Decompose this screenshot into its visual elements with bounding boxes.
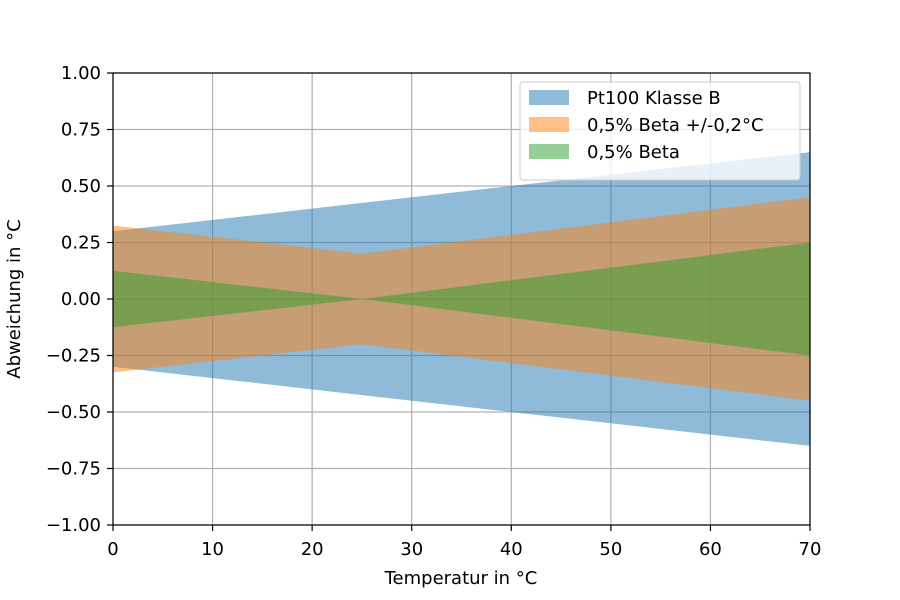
band-series-2 bbox=[113, 242, 810, 356]
legend-label-0: Pt100 Klasse B bbox=[587, 88, 721, 109]
x-axis: 0 10 20 30 40 50 60 70 bbox=[107, 525, 821, 560]
x-tick-label: 20 bbox=[301, 539, 324, 560]
legend-label-2: 0,5% Beta bbox=[587, 142, 680, 163]
y-axis-label: Abweichung in °C bbox=[4, 219, 25, 379]
y-tick-label: 0.25 bbox=[61, 233, 101, 254]
legend-swatch-2 bbox=[529, 144, 569, 159]
legend-swatch-1 bbox=[529, 117, 569, 132]
x-axis-label: Temperatur in °C bbox=[384, 568, 538, 589]
x-tick-label: 70 bbox=[799, 539, 822, 560]
x-tick-label: 30 bbox=[400, 539, 423, 560]
y-tick-label: −0.50 bbox=[46, 402, 101, 423]
y-tick-label: −0.25 bbox=[46, 346, 101, 367]
x-tick-label: 50 bbox=[599, 539, 622, 560]
y-tick-label: −1.00 bbox=[46, 515, 101, 536]
legend-frame bbox=[519, 81, 801, 181]
x-tick-label: 0 bbox=[107, 539, 118, 560]
y-tick-label: 0.75 bbox=[61, 120, 101, 141]
y-tick-label: 1.00 bbox=[61, 63, 101, 84]
legend-label-1: 0,5% Beta +/-0,2°C bbox=[587, 115, 764, 136]
y-tick-label: −0.75 bbox=[46, 459, 101, 480]
x-tick-label: 10 bbox=[201, 539, 224, 560]
x-tick-label: 40 bbox=[500, 539, 523, 560]
legend-swatch-0 bbox=[529, 90, 569, 105]
legend: Pt100 Klasse B 0,5% Beta +/-0,2°C 0,5% Bet… bbox=[519, 81, 801, 181]
y-axis: −1.00 −0.75 −0.50 −0.25 0.00 0.25 0.50 0.75 1.00 bbox=[46, 63, 113, 536]
bands bbox=[113, 152, 810, 446]
x-tick-label: 60 bbox=[699, 539, 722, 560]
y-tick-label: 0.00 bbox=[61, 289, 101, 310]
y-tick-label: 0.50 bbox=[61, 176, 101, 197]
